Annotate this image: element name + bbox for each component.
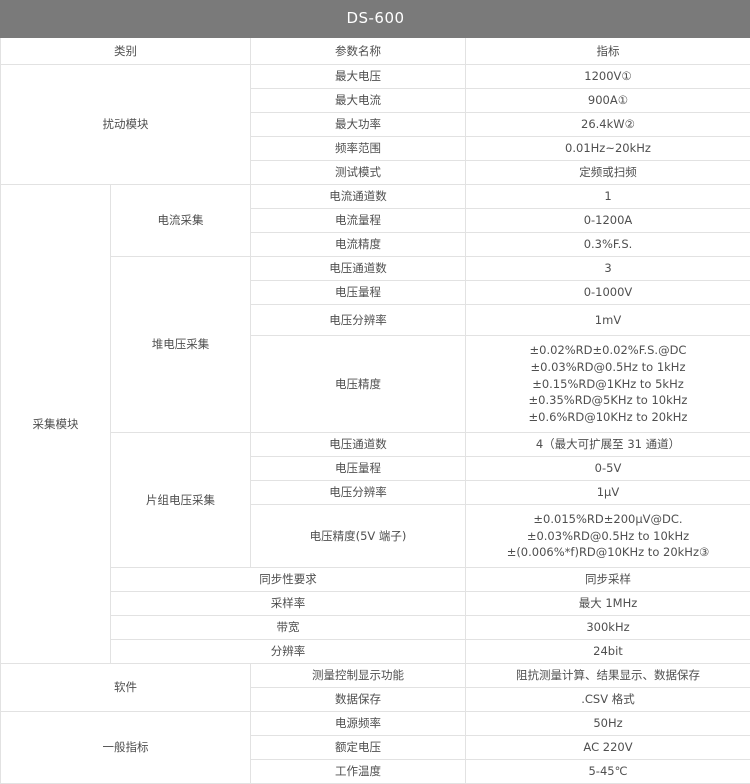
subcategory-label-current: 电流采集 [111, 185, 251, 257]
param-name: 电流量程 [251, 209, 466, 233]
column-header-parameter: 参数名称 [251, 38, 466, 65]
param-name: 电压分辨率 [251, 305, 466, 336]
subcategory-label-cell-voltage: 片组电压采集 [111, 433, 251, 568]
param-name: 数据保存 [251, 688, 466, 712]
param-value: 5-45℃ [466, 760, 750, 784]
param-value: 26.4kW② [466, 113, 750, 137]
param-value: .CSV 格式 [466, 688, 750, 712]
param-name: 工作温度 [251, 760, 466, 784]
param-value: AC 220V [466, 736, 750, 760]
param-name: 电压量程 [251, 281, 466, 305]
param-name: 测试模式 [251, 161, 466, 185]
param-name: 测量控制显示功能 [251, 664, 466, 688]
param-value: 0-1200A [466, 209, 750, 233]
param-value: 0.01Hz~20kHz [466, 137, 750, 161]
table-row: 采集模块 电流采集 电流通道数 1 [1, 185, 750, 209]
subcategory-label-stack-voltage: 堆电压采集 [111, 257, 251, 433]
header-row: 类别 参数名称 指标 [1, 38, 750, 65]
param-value: 同步采样 [466, 568, 750, 592]
category-label-disturbance: 扰动模块 [1, 65, 251, 185]
param-value: 1 [466, 185, 750, 209]
param-value: 0-5V [466, 457, 750, 481]
table-row: 分辨率 24bit [1, 640, 750, 664]
param-name: 同步性要求 [111, 568, 466, 592]
param-name: 电流精度 [251, 233, 466, 257]
table-row: 同步性要求 同步采样 [1, 568, 750, 592]
param-value: 1200V① [466, 65, 750, 89]
spec-sheet: DS-600 类别 参数名称 指标 扰动模块 最大电压 1200V① 最大电流 … [0, 0, 750, 712]
param-name: 最大电压 [251, 65, 466, 89]
table-row: 扰动模块 最大电压 1200V① [1, 65, 750, 89]
param-name: 电源频率 [251, 712, 466, 736]
param-value: 50Hz [466, 712, 750, 736]
category-label-software: 软件 [1, 664, 251, 712]
title-row: DS-600 [1, 1, 750, 38]
table-row: 片组电压采集 电压通道数 4（最大可扩展至 31 通道） [1, 433, 750, 457]
category-label-acquisition: 采集模块 [1, 185, 111, 664]
param-value: 0.3%F.S. [466, 233, 750, 257]
param-value: 阻抗测量计算、结果显示、数据保存 [466, 664, 750, 688]
param-value: 900A① [466, 89, 750, 113]
table-row: 采样率 最大 1MHz [1, 592, 750, 616]
param-value: 300kHz [466, 616, 750, 640]
table-row: 软件 测量控制显示功能 阻抗测量计算、结果显示、数据保存 [1, 664, 750, 688]
category-label-general: 一般指标 [1, 712, 251, 784]
param-value: 1μV [466, 481, 750, 505]
param-name: 电压量程 [251, 457, 466, 481]
param-value: 4（最大可扩展至 31 通道） [466, 433, 750, 457]
param-name: 电压通道数 [251, 257, 466, 281]
param-value: 1mV [466, 305, 750, 336]
table-row: 带宽 300kHz [1, 616, 750, 640]
param-value: 0-1000V [466, 281, 750, 305]
table-row: 一般指标 电源频率 50Hz [1, 712, 750, 736]
column-header-category: 类别 [1, 38, 251, 65]
product-title: DS-600 [1, 1, 750, 38]
param-name: 电压精度(5V 端子) [251, 505, 466, 568]
param-value: 24bit [466, 640, 750, 664]
param-name: 电流通道数 [251, 185, 466, 209]
param-name: 最大电流 [251, 89, 466, 113]
column-header-spec: 指标 [466, 38, 750, 65]
param-name: 额定电压 [251, 736, 466, 760]
table-row: 堆电压采集 电压通道数 3 [1, 257, 750, 281]
param-value: 最大 1MHz [466, 592, 750, 616]
param-value: 定频或扫频 [466, 161, 750, 185]
param-value: 3 [466, 257, 750, 281]
param-value-multiline: ±0.015%RD±200μV@DC. ±0.03%RD@0.5Hz to 10… [466, 505, 750, 568]
param-name: 电压精度 [251, 336, 466, 433]
param-name: 带宽 [111, 616, 466, 640]
param-name: 频率范围 [251, 137, 466, 161]
param-name: 电压通道数 [251, 433, 466, 457]
param-name: 电压分辨率 [251, 481, 466, 505]
param-value-multiline: ±0.02%RD±0.02%F.S.@DC ±0.03%RD@0.5Hz to … [466, 336, 750, 433]
param-name: 采样率 [111, 592, 466, 616]
param-name: 分辨率 [111, 640, 466, 664]
param-name: 最大功率 [251, 113, 466, 137]
